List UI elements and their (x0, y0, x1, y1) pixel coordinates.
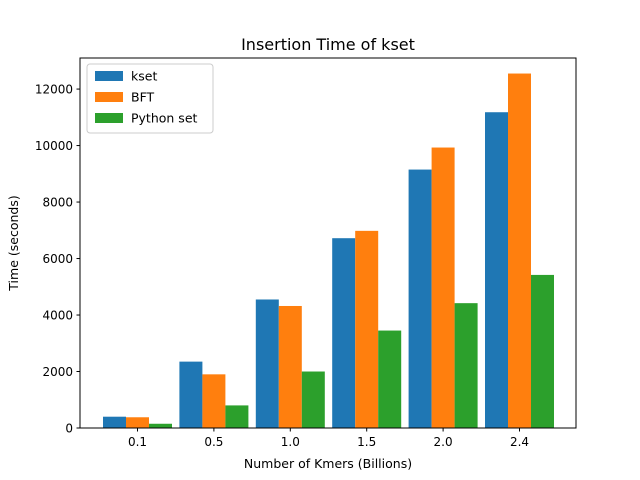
y-tick-label: 8000 (42, 195, 73, 209)
y-tick-label: 10000 (35, 139, 73, 153)
y-tick-label: 6000 (42, 252, 73, 266)
chart-title: Insertion Time of kset (241, 35, 415, 54)
x-tick-label: 1.0 (281, 435, 300, 449)
y-tick-label: 2000 (42, 365, 73, 379)
bar-bft-1.0 (278, 305, 302, 428)
bar-python-set-2.4 (531, 274, 554, 428)
plot-area-frame (79, 57, 577, 429)
bar-kset-0.5 (179, 361, 203, 428)
bar-python-set-0.1 (149, 423, 172, 428)
bar-python-set-2.0 (454, 303, 478, 428)
legend-label: BFT (131, 90, 155, 105)
bar-kset-1.0 (255, 299, 279, 428)
x-tick-label: 1.5 (357, 435, 376, 449)
bar-kset-2.0 (408, 169, 432, 428)
bar-python-set-1.0 (301, 371, 325, 428)
bar-bft-2.0 (431, 147, 455, 428)
bar-python-set-0.5 (225, 405, 249, 428)
bar-bft-1.5 (355, 230, 379, 428)
legend-label: kset (131, 69, 157, 84)
x-axis: 0.1 0.5 1.0 1.5 2.0 2.4 (128, 428, 529, 449)
legend-swatch-kset (95, 71, 123, 81)
y-tick-label: 4000 (42, 308, 73, 322)
bar-kset-2.4 (485, 112, 508, 428)
x-tick-label: 0.1 (128, 435, 147, 449)
bar-kset-0.1 (103, 416, 126, 428)
legend-label: Python set (131, 111, 198, 126)
x-tick-label: 2.4 (510, 435, 529, 449)
x-axis-label: Number of Kmers (Billions) (244, 456, 412, 471)
y-axis-label: Time (seconds) (6, 195, 21, 291)
bar-bft-0.5 (202, 374, 226, 428)
bars-group (103, 73, 554, 428)
bar-kset-1.5 (332, 238, 356, 428)
bar-bft-0.1 (126, 417, 149, 428)
legend-swatch-bft (95, 92, 123, 102)
y-axis: 0 2000 4000 6000 8000 10000 12000 (35, 82, 80, 435)
legend: kset BFT Python set (86, 63, 214, 134)
y-tick-label: 12000 (35, 82, 73, 96)
bar-python-set-1.5 (378, 330, 402, 428)
legend-swatch-python-set (95, 113, 123, 123)
bar-bft-2.4 (508, 73, 531, 428)
x-tick-label: 0.5 (204, 435, 223, 449)
x-tick-label: 2.0 (434, 435, 453, 449)
y-tick-label: 0 (65, 421, 73, 435)
